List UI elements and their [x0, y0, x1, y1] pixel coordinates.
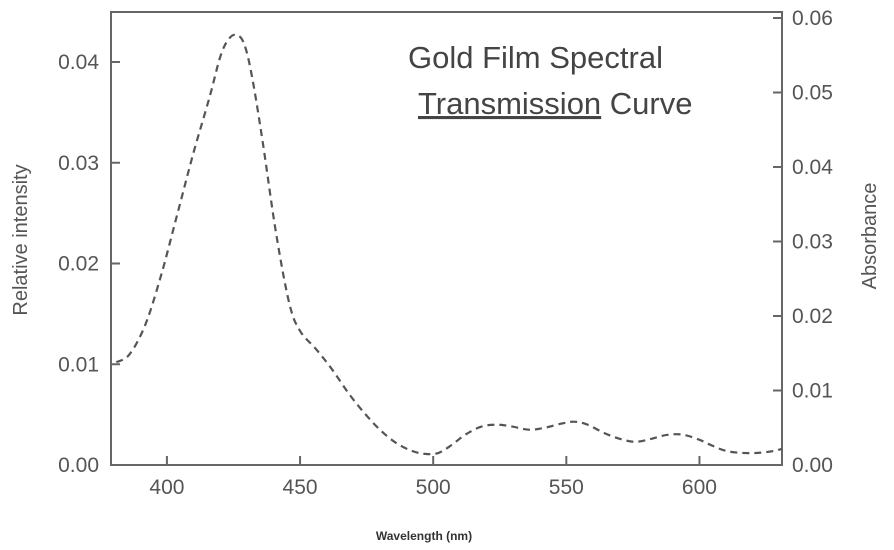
x-tick-label: 500: [416, 476, 451, 499]
y-right-tick-label: 0.04: [792, 156, 833, 179]
chart-title-line2: Transmission Curve: [418, 86, 693, 121]
data-point: [227, 39, 229, 41]
x-ticks: 400 450 500 550 600: [149, 456, 717, 499]
x-tick-label: 450: [283, 476, 318, 499]
y-left-tick-label: 0.02: [58, 253, 99, 276]
x-tick-label: 550: [549, 476, 584, 499]
data-point: [177, 212, 179, 214]
y-right-tick-label: 0.00: [792, 454, 833, 477]
data-point: [683, 434, 685, 436]
y-left-tick-label: 0.01: [58, 353, 99, 376]
y-right-tick-label: 0.05: [792, 82, 833, 105]
y-right-tick-label: 0.02: [792, 305, 833, 328]
data-point: [635, 441, 637, 443]
x-axis-label: Wavelength (nm): [376, 529, 472, 543]
data-point: [209, 97, 211, 99]
y-right-tick-label: 0.06: [792, 7, 833, 30]
y-left-ticks: 0.00 0.01 0.02 0.03 0.04: [58, 51, 120, 477]
y-right-ticks: 0.00 0.01 0.02 0.03 0.04 0.05 0.06: [773, 7, 833, 477]
chart-title-line1: Gold Film Spectral: [408, 40, 663, 75]
y-axis-label-left: Relative intensity: [10, 164, 32, 315]
data-point: [235, 34, 237, 36]
x-tick-label: 400: [149, 476, 184, 499]
y-right-tick-label: 0.03: [792, 231, 833, 254]
plot-frame: [110, 11, 783, 466]
data-point: [544, 427, 546, 429]
data-point: [496, 424, 498, 426]
data-point: [379, 429, 381, 431]
chart-title-underlined-word: Transmission: [418, 86, 601, 121]
transmission-curve: [115, 33, 783, 456]
data-point: [363, 412, 365, 414]
chart-title-line2-rest: Curve: [610, 86, 693, 121]
data-point: [275, 233, 277, 235]
y-left-tick-label: 0.03: [58, 152, 99, 175]
y-axis-label-right: Absorbance: [859, 183, 881, 290]
data-point: [289, 303, 291, 305]
data-point: [347, 392, 349, 394]
y-left-tick-label: 0.04: [58, 51, 99, 74]
y-left-tick-label: 0.00: [58, 454, 99, 477]
data-point: [243, 43, 245, 45]
y-right-tick-label: 0.01: [792, 380, 833, 403]
x-tick-label: 600: [682, 476, 717, 499]
